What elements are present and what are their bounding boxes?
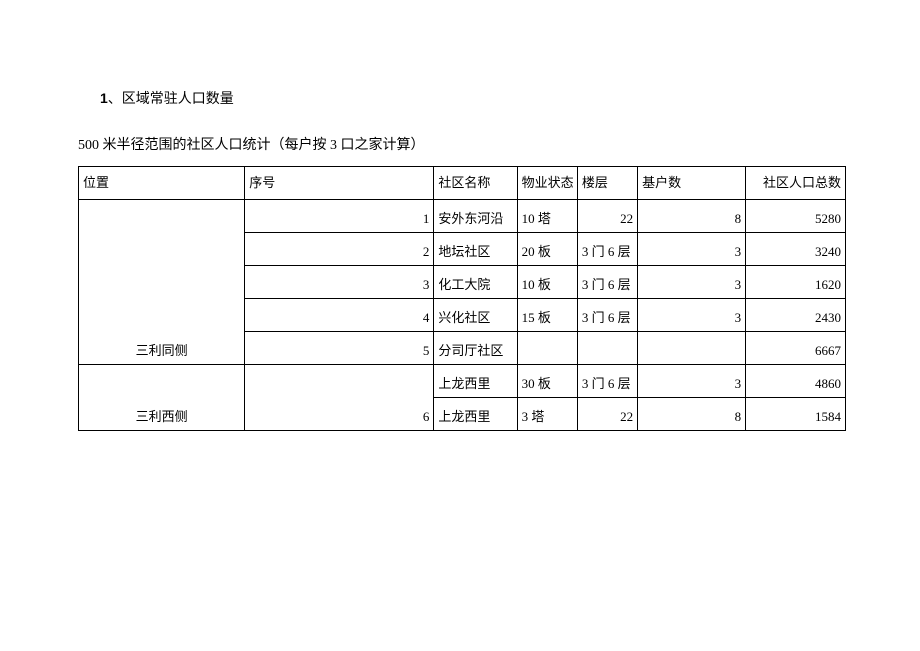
cell-location: 三利同侧: [79, 200, 245, 365]
cell-population: 3240: [746, 233, 846, 266]
cell-base: 3: [638, 365, 746, 398]
table-row: 三利西侧 6 上龙西里 30 板 3 门 6 层 3 4860: [79, 365, 846, 398]
cell-property: [517, 332, 577, 365]
cell-seq-merged: 6: [245, 365, 434, 431]
heading-number: 1: [100, 90, 108, 106]
table-row: 三利同侧 1 安外东河沿 10 塔 22 8 5280: [79, 200, 846, 233]
cell-floor: 22: [577, 200, 637, 233]
col-header-population: 社区人口总数: [746, 167, 846, 200]
cell-location: 三利西侧: [79, 365, 245, 431]
cell-name: 分司厅社区: [434, 332, 517, 365]
cell-property: 30 板: [517, 365, 577, 398]
section-heading: 1、区域常驻人口数量: [100, 88, 880, 108]
cell-population: 2430: [746, 299, 846, 332]
cell-floor: 3 门 6 层: [577, 365, 637, 398]
cell-base: 3: [638, 299, 746, 332]
cell-seq: 2: [245, 233, 434, 266]
cell-name: 上龙西里: [434, 398, 517, 431]
cell-population: 1584: [746, 398, 846, 431]
cell-seq: 4: [245, 299, 434, 332]
cell-population: 1620: [746, 266, 846, 299]
cell-name: 地坛社区: [434, 233, 517, 266]
cell-seq: 3: [245, 266, 434, 299]
cell-floor: 3 门 6 层: [577, 266, 637, 299]
cell-property: 10 板: [517, 266, 577, 299]
col-header-base: 基户数: [638, 167, 746, 200]
table-header-row: 位置 序号 社区名称 物业状态 楼层 基户数 社区人口总数: [79, 167, 846, 200]
col-header-seq: 序号: [245, 167, 434, 200]
cell-seq: 5: [245, 332, 434, 365]
cell-property: 15 板: [517, 299, 577, 332]
heading-text: 区域常驻人口数量: [122, 92, 234, 107]
col-header-name: 社区名称: [434, 167, 517, 200]
cell-name: 安外东河沿: [434, 200, 517, 233]
col-header-property: 物业状态: [517, 167, 577, 200]
cell-population: 6667: [746, 332, 846, 365]
cell-property: 3 塔: [517, 398, 577, 431]
cell-seq: 1: [245, 200, 434, 233]
population-table: 位置 序号 社区名称 物业状态 楼层 基户数 社区人口总数 三利同侧 1 安外东…: [78, 166, 846, 431]
cell-base: 8: [638, 200, 746, 233]
cell-population: 5280: [746, 200, 846, 233]
col-header-location: 位置: [79, 167, 245, 200]
cell-floor: 3 门 6 层: [577, 233, 637, 266]
cell-name: 上龙西里: [434, 365, 517, 398]
col-header-floor: 楼层: [577, 167, 637, 200]
cell-population: 4860: [746, 365, 846, 398]
cell-floor: [577, 332, 637, 365]
cell-floor: 22: [577, 398, 637, 431]
cell-name: 化工大院: [434, 266, 517, 299]
cell-base: 8: [638, 398, 746, 431]
cell-base: 3: [638, 233, 746, 266]
cell-floor: 3 门 6 层: [577, 299, 637, 332]
heading-separator: 、: [108, 92, 122, 107]
cell-property: 20 板: [517, 233, 577, 266]
cell-base: [638, 332, 746, 365]
sub-heading: 500 米半径范围的社区人口统计（每户按 3 口之家计算）: [78, 134, 880, 154]
cell-base: 3: [638, 266, 746, 299]
cell-name: 兴化社区: [434, 299, 517, 332]
cell-property: 10 塔: [517, 200, 577, 233]
document-page: 1、区域常驻人口数量 500 米半径范围的社区人口统计（每户按 3 口之家计算）…: [0, 0, 920, 431]
